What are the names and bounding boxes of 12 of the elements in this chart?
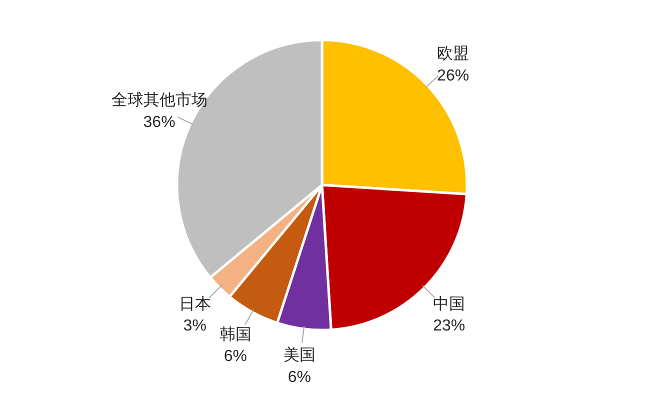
slice-label: 美国	[283, 346, 316, 364]
slice-label: 欧盟	[437, 46, 470, 63]
data-label: 26%	[437, 67, 470, 84]
data-label: 36%	[143, 114, 176, 131]
slice-label: 中国	[433, 294, 466, 313]
data-label: 6%	[288, 368, 312, 386]
slice-label: 韩国	[219, 325, 252, 344]
data-label: 6%	[224, 348, 247, 365]
data-label: 3%	[183, 318, 206, 335]
data-label: 23%	[433, 318, 466, 335]
slice-label: 全球其他市场	[111, 91, 208, 110]
slice-label: 日本	[178, 294, 211, 313]
